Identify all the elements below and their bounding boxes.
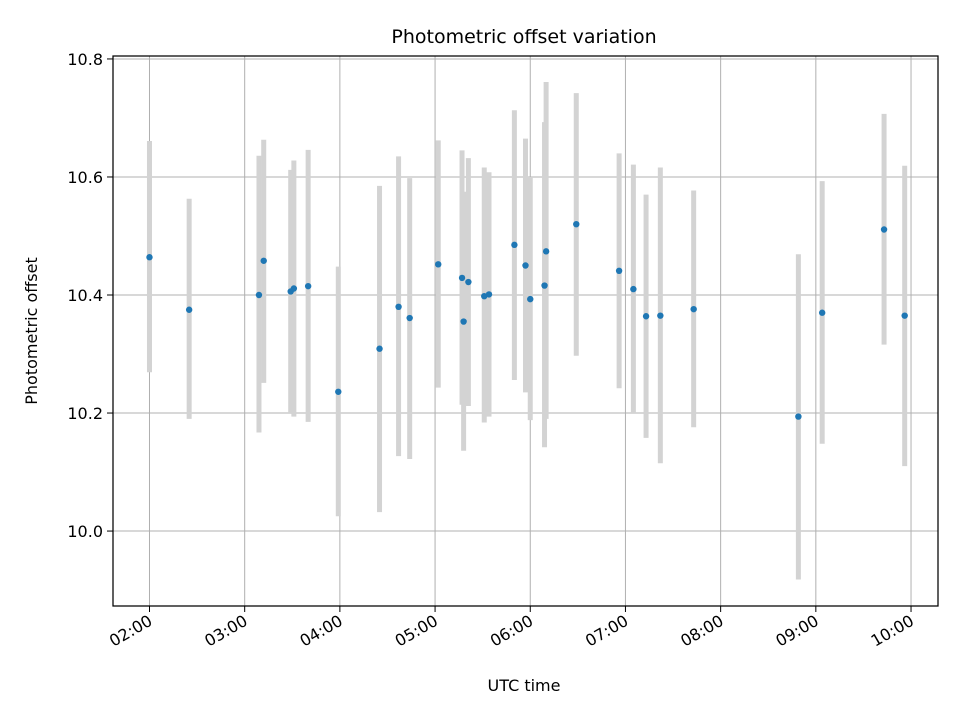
data-points [146, 220, 908, 420]
data-point [880, 226, 888, 233]
data-point [146, 254, 153, 261]
x-tick-label: 06:00 [487, 611, 536, 651]
data-point [818, 309, 826, 316]
data-point [630, 285, 637, 293]
x-tick-label: 10:00 [868, 611, 917, 651]
data-point [485, 291, 493, 298]
data-point [458, 274, 466, 282]
x-axis: 02:00 03:00 04:00 05:00 06:00 07:00 08:00 09:00… [106, 606, 917, 651]
y-tick-label: 10.0 [67, 522, 103, 541]
x-axis-label: UTC time [488, 676, 561, 695]
data-point [260, 257, 267, 264]
data-point [527, 295, 534, 303]
error-bars [146, 81, 908, 580]
data-point [304, 282, 312, 290]
y-tick-label: 10.6 [67, 168, 103, 187]
data-point [642, 313, 650, 320]
data-point [255, 291, 263, 299]
plot-frame [112, 55, 939, 607]
x-tick-label: 07:00 [582, 611, 631, 651]
x-tick-label: 03:00 [201, 611, 250, 651]
data-point [690, 305, 697, 313]
y-axis-label: Photometric offset [22, 257, 41, 405]
x-tick-label: 05:00 [392, 611, 441, 651]
y-tick-label: 10.4 [67, 286, 103, 305]
x-tick-label: 08:00 [677, 611, 726, 651]
x-tick-label: 02:00 [106, 611, 155, 651]
y-tick-label: 10.2 [67, 404, 103, 423]
x-tick-label: 04:00 [296, 611, 345, 651]
data-point [522, 262, 529, 269]
x-tick-label: 09:00 [772, 611, 821, 651]
data-point [511, 241, 518, 249]
data-point [465, 278, 472, 286]
data-point [901, 312, 908, 319]
data-point [185, 306, 193, 313]
data-point [573, 220, 580, 228]
data-point [335, 388, 342, 395]
data-point [615, 267, 623, 275]
data-point [542, 248, 550, 255]
y-axis: 10.0 10.2 10.4 10.6 10.8 [67, 50, 113, 541]
data-point [376, 345, 383, 352]
data-point [406, 314, 413, 322]
data-point [290, 285, 298, 292]
data-point [541, 282, 548, 289]
data-point [460, 318, 467, 325]
data-point [395, 303, 402, 311]
data-point [435, 261, 442, 268]
chart-title: Photometric offset variation [391, 26, 656, 48]
data-point [657, 312, 664, 319]
data-point [795, 413, 802, 420]
y-tick-label: 10.8 [67, 50, 103, 69]
